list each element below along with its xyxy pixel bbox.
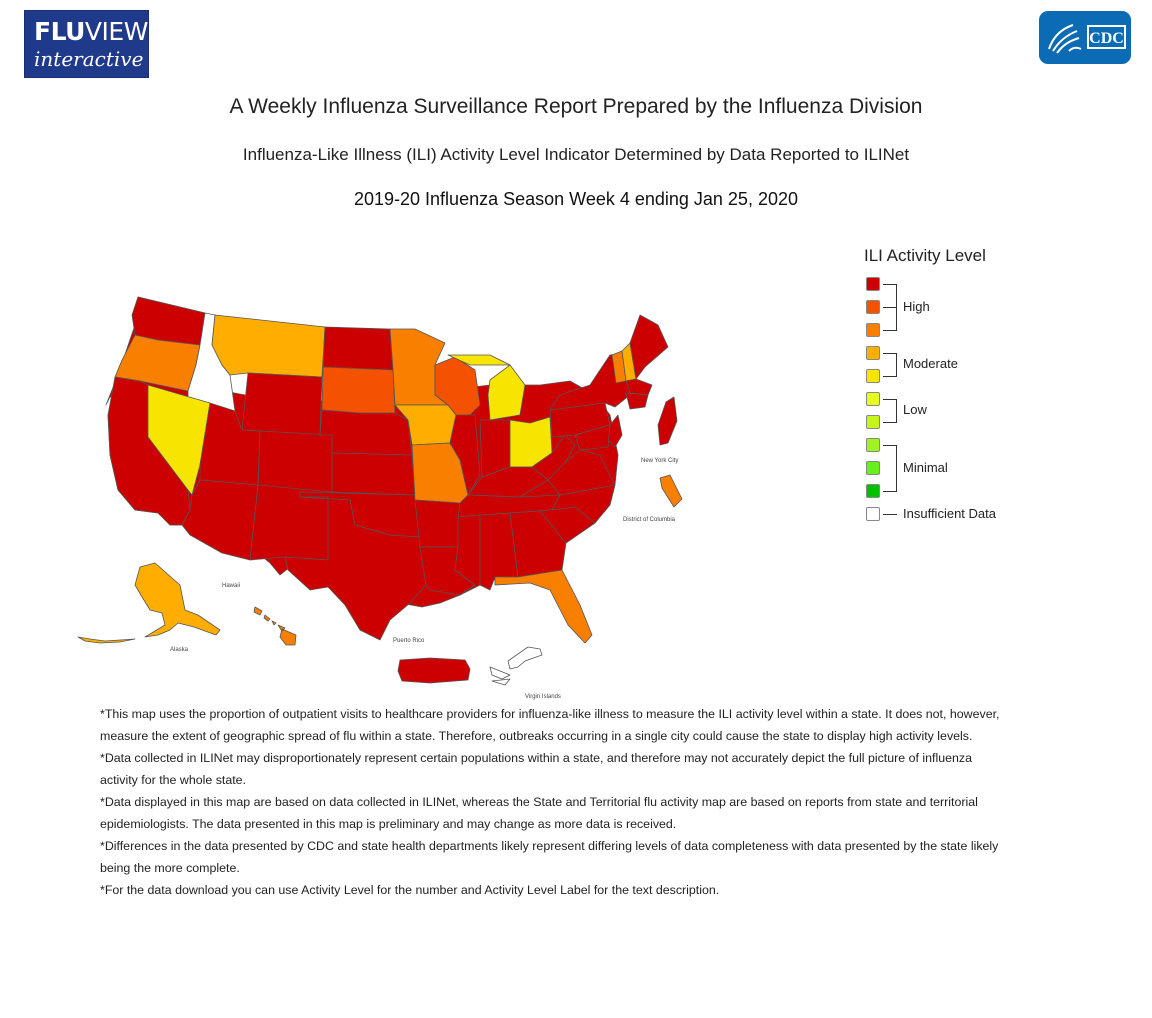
state-nebraska: [319, 409, 413, 456]
footnote: *For the data download you can use Activ…: [100, 883, 720, 897]
new-york-city-inset: [657, 396, 678, 446]
activity-legend: ILI Activity Level High Moderate Low Min…: [864, 245, 1044, 525]
label-new-york-city: New York City: [641, 458, 678, 464]
legend-swatch-level-4: [866, 415, 880, 429]
legend-label-insufficient: Insufficient Data: [903, 506, 996, 521]
puerto-rico: [397, 657, 471, 684]
state-south-dakota: [321, 366, 396, 414]
legend-swatch-insufficient: [866, 507, 880, 521]
legend-swatch-level-10: [866, 277, 880, 291]
legend-bracket-high-tick: [883, 307, 897, 308]
fluview-logo-line1: FLUVIEW: [34, 17, 148, 46]
legend-swatch-level-8: [866, 323, 880, 337]
state-maine: [629, 314, 669, 380]
district-of-columbia-inset: [659, 474, 683, 508]
legend-title: ILI Activity Level: [864, 246, 986, 265]
cdc-logo[interactable]: CDC: [1039, 11, 1131, 64]
legend-label-high: High: [903, 299, 930, 314]
legend-swatch-level-3: [866, 438, 880, 452]
alaska-aleutians: [77, 636, 136, 644]
page-title: A Weekly Influenza Surveillance Report P…: [229, 95, 923, 118]
legend-swatch-level-6: [866, 369, 880, 383]
label-district-of-columbia: District of Columbia: [623, 517, 676, 523]
state-connecticut: [625, 392, 649, 410]
state-colorado: [257, 430, 333, 493]
state-montana: [211, 314, 326, 378]
legend-swatch-level-5: [866, 392, 880, 406]
legend-bracket-moderate: [883, 353, 897, 377]
state-arizona: [181, 479, 259, 561]
state-maryland: [574, 424, 611, 451]
footnotes: *This map uses the proportion of outpati…: [100, 703, 1000, 901]
state-texas: [284, 496, 427, 641]
state-massachusetts: [625, 378, 653, 396]
label-virgin-islands: Virgin Islands: [525, 694, 561, 700]
legend-swatch-level-9: [866, 300, 880, 314]
state-north-dakota: [322, 326, 394, 371]
label-alaska: Alaska: [170, 647, 189, 653]
season-week-title: 2019-20 Influenza Season Week 4 ending J…: [353, 189, 798, 209]
legend-swatch-level-2: [866, 461, 880, 475]
state-alaska: [134, 562, 221, 638]
legend-label-moderate: Moderate: [903, 356, 958, 371]
label-puerto-rico: Puerto Rico: [393, 638, 425, 644]
legend-bracket-low: [883, 399, 897, 423]
hhs-eagle-icon: CDC: [1048, 24, 1126, 54]
legend-bracket-minimal: [883, 445, 897, 492]
virgin-islands: [489, 646, 543, 686]
legend-swatch-level-7: [866, 346, 880, 360]
footnote: *Data collected in ILINet may disproport…: [100, 751, 972, 787]
state-kansas: [331, 452, 416, 496]
us-ili-activity-map: .st { stroke:#555; stroke-width:0.8; str…: [77, 296, 683, 700]
state-georgia: [509, 510, 567, 578]
label-hawaii: Hawaii: [222, 583, 240, 589]
fluview-logo-line2: interactive: [34, 47, 144, 71]
footnote: *Data displayed in this map are based on…: [100, 795, 978, 831]
state-michigan: [447, 354, 526, 421]
state-wyoming: [241, 372, 323, 436]
state-hawaii: [253, 606, 297, 646]
fluview-logo[interactable]: FLUVIEW interactive: [24, 10, 149, 78]
page-subtitle: Influenza-Like Illness (ILI) Activity Le…: [242, 145, 910, 164]
legend-label-minimal: Minimal: [903, 460, 948, 475]
state-arkansas: [414, 499, 461, 548]
legend-line-insufficient: [883, 514, 897, 515]
state-florida: [494, 569, 593, 644]
state-west-virginia: [531, 434, 576, 481]
cdc-logo-text: CDC: [1089, 30, 1124, 47]
state-virginia: [531, 449, 616, 496]
legend-label-low: Low: [903, 402, 927, 417]
footnote: *Differences in the data presented by CD…: [100, 839, 999, 875]
legend-swatch-level-1: [866, 484, 880, 498]
footnote: *This map uses the proportion of outpati…: [100, 707, 1000, 743]
